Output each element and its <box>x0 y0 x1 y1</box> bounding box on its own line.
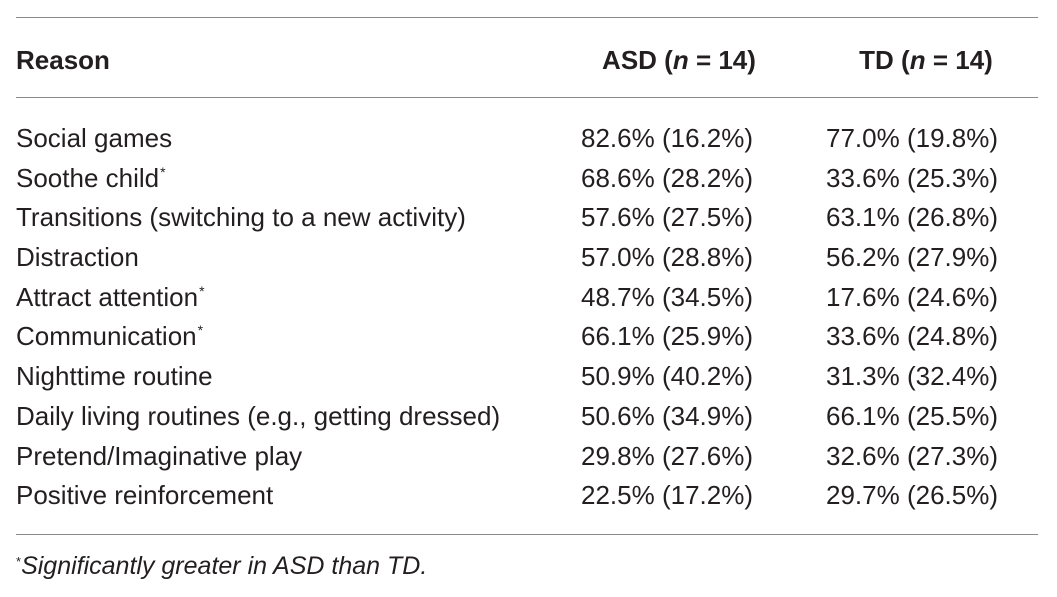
row-reason-label: Positive reinforcement <box>16 480 274 511</box>
row-reason: Nighttime routine <box>16 356 214 396</box>
row-reason-label: Communication <box>16 321 197 352</box>
row-reason-label: Transitions (switching to a new activity… <box>16 202 466 233</box>
header-asd-prefix: ASD ( <box>602 45 673 75</box>
table-header-rule <box>16 97 1038 98</box>
header-td-suffix: = 14) <box>925 45 993 75</box>
header-td-n: n <box>909 45 926 75</box>
footnote-marker: * <box>16 554 22 569</box>
row-reason-label: Social games <box>16 123 173 153</box>
table-top-rule <box>16 17 1038 18</box>
row-asd-value: 66.1% (25.9%) <box>581 321 753 352</box>
header-td-prefix: TD ( <box>859 45 910 75</box>
row-reason: Positive reinforcement <box>16 475 274 515</box>
table-body: Social games 82.6% (16.2%) 77.0% (19.8%)… <box>16 118 1038 515</box>
row-asd-value: 68.6% (28.2%) <box>581 162 753 193</box>
row-asd-value: 22.5% (17.2%) <box>581 480 753 511</box>
row-reason-label: Nighttime routine <box>16 361 213 392</box>
row-td-value: 56.2% (27.9%) <box>826 242 998 273</box>
row-asd-value: 50.9% (40.2%) <box>581 361 753 392</box>
row-reason: Social games <box>16 118 173 158</box>
row-reason: Attract attention* <box>16 277 205 317</box>
row-td-value: 33.6% (25.3%) <box>826 162 998 193</box>
header-asd: ASD (n = 14) <box>581 40 777 80</box>
table-row: Positive reinforcement 22.5% (17.2%) 29.… <box>16 475 1038 515</box>
header-asd-suffix: = 14) <box>688 45 756 75</box>
header-td: TD (n = 14) <box>838 40 1014 80</box>
table-row: Soothe child* 68.6% (28.2%) 33.6% (25.3%… <box>16 158 1038 198</box>
table-bottom-rule <box>16 534 1038 535</box>
row-reason-label: Distraction <box>16 242 139 273</box>
row-asd-value: 29.8% (27.6%) <box>581 440 753 471</box>
table-row: Communication* 66.1% (25.9%) 33.6% (24.8… <box>16 316 1038 356</box>
row-td-value: 66.1% (25.5%) <box>826 400 998 431</box>
row-reason: Daily living routines (e.g., getting dre… <box>16 396 501 436</box>
row-td-value: 77.0% (19.8%) <box>826 123 998 153</box>
row-reason: Soothe child* <box>16 158 166 198</box>
header-asd-n: n <box>672 45 689 75</box>
row-td-value: 29.7% (26.5%) <box>826 480 998 511</box>
row-reason: Communication* <box>16 316 203 356</box>
table-header-row: Reason ASD (n = 14) TD (n = 14) <box>16 40 1038 80</box>
row-td-value: 17.6% (24.6%) <box>826 281 998 312</box>
row-asd-value: 57.0% (28.8%) <box>581 242 753 273</box>
row-asd-value: 50.6% (34.9%) <box>581 400 753 431</box>
row-reason-label: Soothe child <box>16 162 160 193</box>
table-row: Attract attention* 48.7% (34.5%) 17.6% (… <box>16 277 1038 317</box>
row-reason-label: Attract attention <box>16 281 199 312</box>
table-row: Daily living routines (e.g., getting dre… <box>16 396 1038 436</box>
table-footnote: *Significantly greater in ASD than TD. <box>16 548 427 584</box>
row-reason: Distraction <box>16 237 140 277</box>
row-asd-value: 48.7% (34.5%) <box>581 281 753 312</box>
header-reason: Reason <box>16 45 110 75</box>
row-td-value: 32.6% (27.3%) <box>826 440 998 471</box>
row-asd-value: 57.6% (27.5%) <box>581 202 753 233</box>
table-row: Transitions (switching to a new activity… <box>16 197 1038 237</box>
footnote-text: Significantly greater in ASD than TD. <box>21 552 428 580</box>
table-row: Nighttime routine 50.9% (40.2%) 31.3% (3… <box>16 356 1038 396</box>
table-row: Social games 82.6% (16.2%) 77.0% (19.8%) <box>16 118 1038 158</box>
table-row: Pretend/Imaginative play 29.8% (27.6%) 3… <box>16 436 1038 476</box>
table-row: Distraction 57.0% (28.8%) 56.2% (27.9%) <box>16 237 1038 277</box>
row-asd-value: 82.6% (16.2%) <box>581 123 753 153</box>
row-reason: Transitions (switching to a new activity… <box>16 197 467 237</box>
row-reason-label: Daily living routines (e.g., getting dre… <box>16 400 501 431</box>
row-td-value: 31.3% (32.4%) <box>826 361 998 392</box>
row-td-value: 33.6% (24.8%) <box>826 321 998 352</box>
row-reason: Pretend/Imaginative play <box>16 436 303 476</box>
asterisk-marker: * <box>197 322 204 339</box>
asterisk-marker: * <box>199 282 205 299</box>
asterisk-marker: * <box>160 163 166 180</box>
row-td-value: 63.1% (26.8%) <box>826 202 998 233</box>
row-reason-label: Pretend/Imaginative play <box>16 440 303 471</box>
